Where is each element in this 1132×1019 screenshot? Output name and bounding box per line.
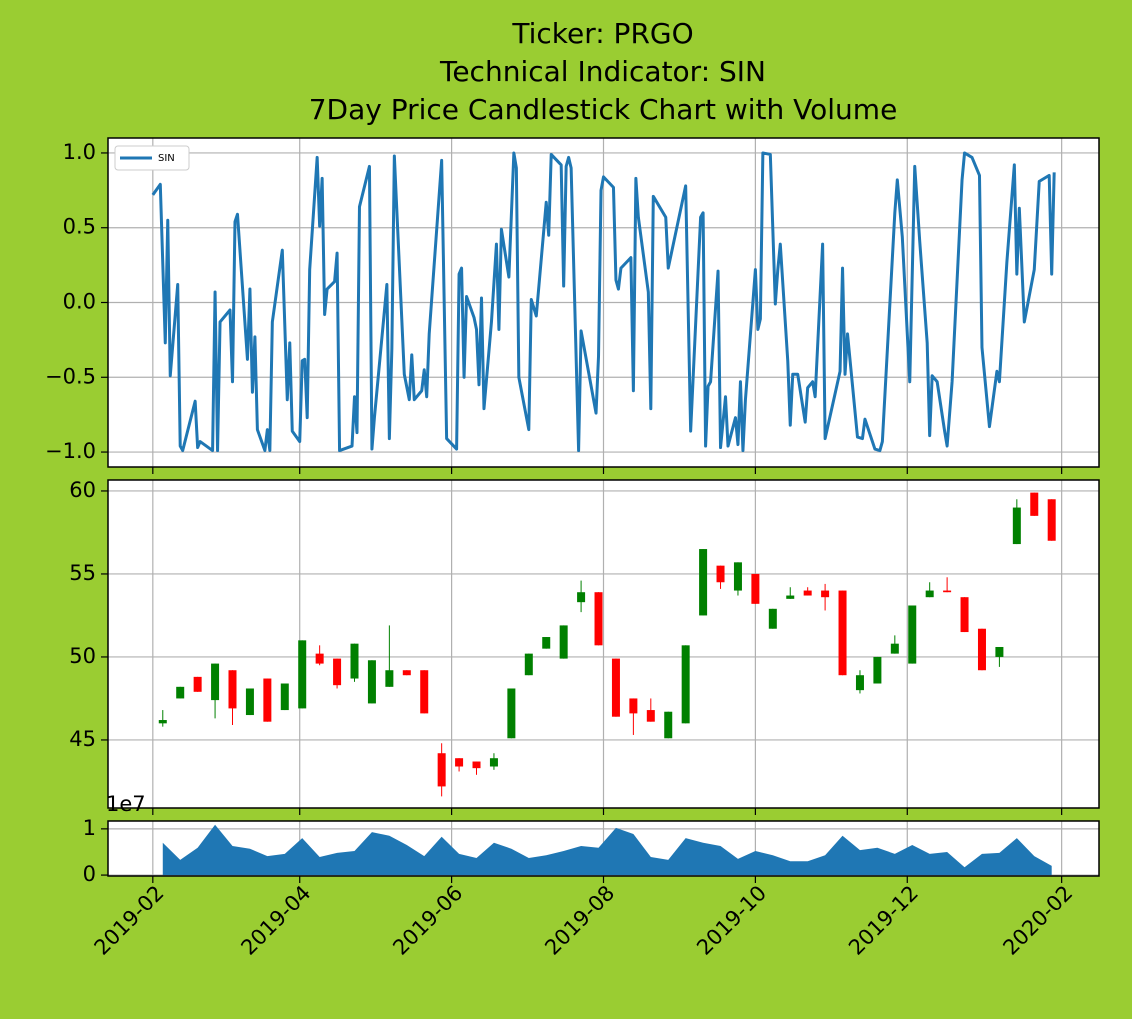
candle-body (594, 592, 603, 646)
y-tick-label: 45 (69, 727, 96, 751)
candle-body (681, 645, 690, 724)
candle-body (176, 686, 185, 699)
candle-body (768, 608, 777, 629)
axes-frame (107, 479, 1100, 809)
candle-body (385, 670, 394, 687)
candle-body (559, 625, 568, 659)
y-tick-label: 60 (69, 478, 96, 502)
volume-area (162, 824, 1052, 876)
line-series (151, 151, 1056, 453)
y-tick-label: 1 (83, 816, 96, 840)
y-tick-label: 0.0 (63, 290, 96, 314)
candle-body (420, 670, 429, 714)
y-tick-label: 55 (69, 561, 96, 585)
candle-body (646, 710, 655, 722)
y-tick-label: 50 (69, 644, 96, 668)
candle-body (803, 590, 812, 596)
candle-body (280, 683, 289, 711)
plot-area (158, 492, 1056, 797)
legend-label: SIN (158, 153, 175, 164)
candle-body (960, 597, 969, 633)
y-tick-label: −1.0 (45, 439, 96, 463)
candle-body (611, 658, 620, 717)
candle-body (263, 678, 272, 722)
axes-frame (107, 820, 1100, 877)
candle-body (786, 595, 795, 599)
candle-body (925, 590, 934, 598)
candle-body (838, 590, 847, 676)
candle-body (298, 640, 307, 709)
candle-body (1047, 499, 1056, 541)
candle-body (402, 670, 411, 676)
candle-body (716, 565, 725, 583)
candle-body (524, 653, 533, 676)
y-offset-label: 1e7 (106, 792, 146, 816)
plot-area (151, 151, 1056, 453)
candle-body (211, 663, 220, 701)
candle-body (472, 761, 481, 769)
candle-body (943, 590, 952, 593)
title-line: Ticker: PRGO (511, 17, 693, 50)
candle-body (1030, 492, 1039, 516)
title-line: 7Day Price Candlestick Chart with Volume (309, 93, 898, 126)
candle-body (489, 758, 498, 767)
candle-body (193, 676, 202, 692)
candle-body (629, 698, 638, 714)
candle-body (1012, 507, 1021, 545)
candle-body (158, 720, 167, 724)
candle-body (542, 637, 551, 649)
candle-body (977, 628, 986, 671)
candle-body (751, 573, 760, 604)
candle-body (890, 643, 899, 654)
candle-body (507, 688, 516, 739)
candle-body (437, 753, 446, 787)
candle-body (350, 643, 359, 679)
candle-body (228, 670, 237, 709)
candle-body (733, 562, 742, 591)
candle-body (333, 658, 342, 686)
y-tick-label: 0 (83, 862, 96, 886)
plot-area (162, 824, 1052, 876)
y-tick-label: 1.0 (63, 140, 96, 164)
candle-body (245, 688, 254, 716)
axes-frame (107, 137, 1100, 468)
candle-body (699, 549, 708, 616)
candle-body (855, 675, 864, 691)
candle-body (577, 592, 586, 603)
candle-body (821, 590, 830, 598)
candle-body (873, 656, 882, 684)
candle-body (995, 646, 1004, 657)
title-line: Technical Indicator: SIN (439, 55, 766, 88)
candle-body (455, 758, 464, 767)
candle-body (367, 660, 376, 704)
legend: SIN (114, 145, 190, 171)
y-tick-label: −0.5 (45, 364, 96, 388)
y-tick-label: 0.5 (63, 215, 96, 239)
candle-body (664, 711, 673, 739)
candle-body (315, 653, 324, 664)
candle-body (908, 605, 917, 664)
